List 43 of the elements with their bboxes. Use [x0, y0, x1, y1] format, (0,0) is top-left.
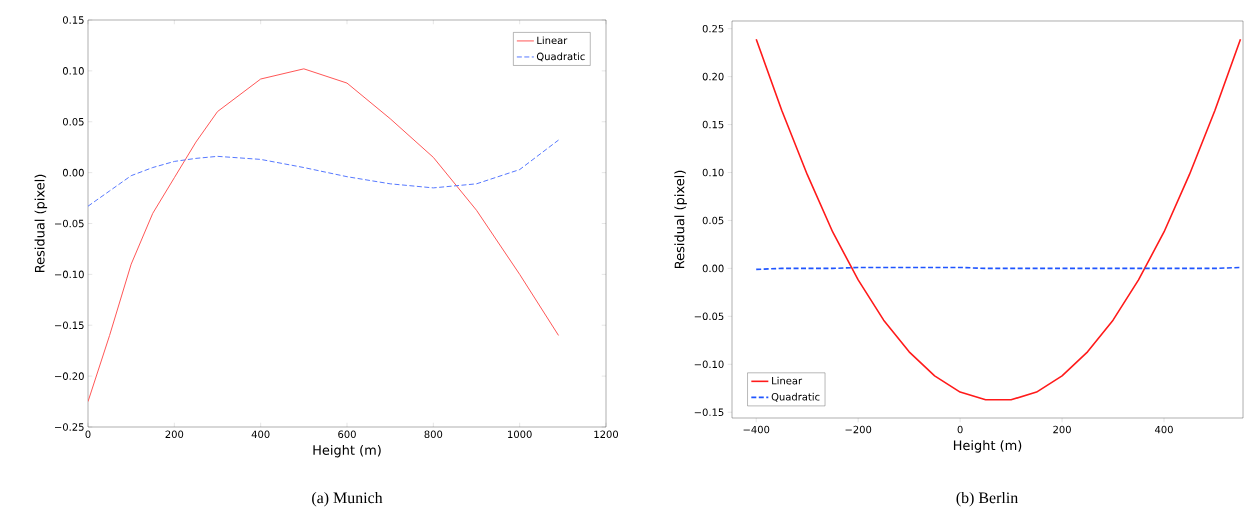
y-tick-label: −0.10: [694, 360, 724, 369]
y-tick-label: −0.20: [55, 372, 84, 380]
y-tick-label: −0.15: [55, 321, 84, 330]
y-tick-label: 0.00: [62, 168, 84, 177]
x-tick-label: −200: [845, 425, 872, 434]
y-tick-label: 0.25: [702, 24, 724, 33]
line-series: [88, 68, 560, 403]
y-axis-title: Residual (pixel): [34, 174, 48, 273]
y-tick-label: −0.25: [55, 423, 84, 431]
x-tick-label: 800: [424, 430, 443, 439]
x-tick-label: 400: [1154, 425, 1173, 434]
y-tick-label: −0.05: [55, 219, 84, 228]
legend-label: Linear: [537, 36, 568, 45]
y-tick-label: −0.15: [694, 408, 724, 417]
y-tick-label: −0.05: [694, 312, 724, 321]
y-tick-label: 0.05: [702, 216, 724, 225]
line-series: [755, 38, 1242, 401]
text: (b) Berlin: [956, 491, 1018, 507]
y-tick-label: 0.00: [702, 264, 724, 273]
x-tick-label: 1000: [508, 430, 532, 439]
legend-label: Linear: [772, 376, 803, 385]
y-tick-label: 0.20: [702, 72, 724, 81]
x-tick-label: 200: [1053, 425, 1071, 434]
legend-label: Quadratic: [771, 392, 820, 402]
x-tick-label: 600: [338, 430, 356, 439]
x-axis-title: Height (m): [953, 440, 1022, 453]
x-tick-label: 400: [251, 430, 270, 439]
y-tick-label: 0.15: [62, 16, 84, 24]
y-tick-label: 0.10: [62, 67, 84, 75]
x-tick-label: 0: [957, 425, 963, 434]
y-tick-label: 0.15: [702, 120, 724, 129]
y-tick-label: −0.10: [55, 270, 84, 279]
x-tick-label: −400: [743, 425, 770, 434]
y-tick-label: 0.10: [702, 168, 724, 177]
x-tick-label: 200: [165, 430, 184, 439]
legend-label: Quadratic: [536, 52, 585, 62]
text: (a) Munich: [312, 491, 383, 507]
x-tick-label: 0: [85, 430, 91, 439]
y-axis-title: Residual (pixel): [674, 170, 687, 269]
line-series: [88, 139, 560, 207]
x-axis-title: Height (m): [313, 444, 381, 458]
y-tick-label: 0.05: [62, 117, 84, 126]
x-tick-label: 1200: [594, 430, 619, 439]
